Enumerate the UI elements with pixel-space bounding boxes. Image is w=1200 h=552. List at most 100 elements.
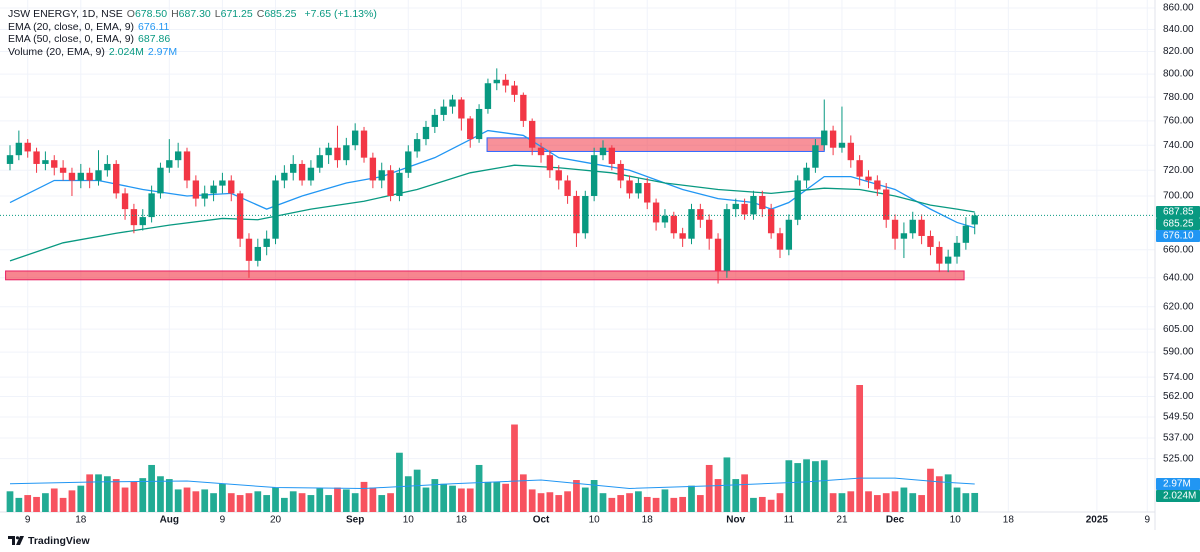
- volume-bar: [909, 493, 917, 512]
- axis-price-tag: [1156, 229, 1200, 242]
- volume-bar: [829, 493, 837, 512]
- candle-body: [635, 183, 642, 194]
- candle-body: [803, 167, 810, 181]
- volume-bar: [396, 452, 403, 512]
- volume-bar: [50, 488, 58, 512]
- volume-bar: [927, 468, 934, 512]
- volume-bar: [626, 493, 633, 512]
- zone: [5, 270, 965, 281]
- candle-body: [679, 233, 686, 239]
- candle-body: [626, 180, 633, 194]
- candle-body: [971, 215, 978, 225]
- volume-bar: [581, 487, 589, 512]
- candle-body: [821, 130, 828, 146]
- candle-body: [405, 151, 412, 173]
- volume-bar: [635, 491, 642, 512]
- y-tick-label: 720.00: [1163, 165, 1194, 176]
- candle-body: [86, 172, 93, 181]
- volume-bar: [201, 489, 209, 512]
- readout: O678.50 H687.30 L671.25 C685.25: [127, 8, 301, 20]
- candle-body: [228, 180, 235, 194]
- volume-bar: [6, 491, 14, 512]
- candle-body: [883, 189, 890, 220]
- candle-body: [467, 118, 474, 140]
- volume-bar: [449, 485, 456, 512]
- x-tick-label: 18: [642, 515, 654, 526]
- y-tick-label: 549.50: [1163, 412, 1194, 423]
- candle-body: [714, 238, 722, 271]
- candle-body: [874, 180, 881, 190]
- candle-body: [183, 151, 191, 181]
- x-tick-label: Aug: [160, 515, 179, 526]
- candle-body: [387, 170, 394, 196]
- candle-body: [750, 195, 757, 215]
- volume-bar: [705, 464, 713, 512]
- candle-body: [794, 180, 801, 220]
- volume-bar: [847, 491, 855, 512]
- candle-body: [573, 195, 580, 234]
- candle-body: [59, 167, 67, 173]
- y-tick-label: 640.00: [1163, 272, 1194, 283]
- volume-bar: [307, 495, 315, 512]
- volume-bar: [254, 491, 262, 512]
- readout-value: 687.30: [178, 8, 211, 20]
- candle-body: [77, 172, 84, 181]
- candle-body: [847, 142, 854, 161]
- volume-bar: [714, 479, 722, 512]
- candle-body: [219, 180, 226, 186]
- volume-bar: [458, 488, 465, 512]
- volume-bar: [404, 476, 412, 512]
- logo: [8, 536, 24, 545]
- volume-bar: [484, 481, 492, 512]
- candle-body: [962, 225, 970, 243]
- volume-bar: [466, 488, 474, 512]
- readout-value: 685.25: [264, 8, 297, 20]
- volume-bar: [68, 490, 76, 512]
- candle-body: [272, 180, 279, 239]
- candle-body: [431, 114, 439, 127]
- legend: JSW ENERGY, 1D, NSE O678.50 H687.30 L671.25…: [8, 8, 381, 58]
- candle-body: [936, 246, 943, 264]
- volume-bar: [608, 497, 616, 512]
- candle-body: [351, 130, 359, 146]
- candle-body: [493, 79, 500, 84]
- volume-bar: [785, 460, 793, 512]
- candle-body: [590, 155, 598, 196]
- candle-body: [378, 170, 385, 181]
- candle-body: [688, 209, 695, 239]
- volume-bar: [741, 474, 748, 512]
- volume-value: 2.024M: [108, 45, 144, 58]
- axis-price-tag-label: 685.25: [1163, 219, 1194, 230]
- candle-body: [812, 145, 819, 168]
- candle-body: [599, 147, 607, 156]
- candle-body: [652, 202, 660, 223]
- volume-bar: [112, 479, 120, 512]
- ema-value: 687.86: [138, 33, 171, 45]
- volume-bar: [900, 487, 908, 512]
- volume-bar: [696, 495, 704, 512]
- volume-bar: [519, 474, 527, 512]
- volume-bar: [121, 487, 129, 512]
- volume-bar: [688, 485, 695, 512]
- volume-bar: [59, 497, 67, 512]
- candle-body: [617, 163, 624, 181]
- x-tick-label: 10: [589, 515, 601, 526]
- volume-bar: [873, 495, 881, 512]
- footer: TradingView: [8, 535, 90, 547]
- volume-bar: [882, 493, 890, 512]
- volume-bar: [351, 493, 359, 512]
- candle-body: [440, 106, 447, 115]
- volume-bar: [281, 497, 288, 512]
- volume-bar: [227, 493, 235, 512]
- readout-key: O: [126, 8, 135, 20]
- symbol-title: JSW ENERGY, 1D, NSE: [8, 8, 123, 20]
- volume-bar: [316, 488, 324, 512]
- volume-bar: [794, 463, 802, 512]
- x-tick-label: 18: [456, 515, 468, 526]
- volume-bar: [838, 493, 846, 512]
- volume-bar: [528, 489, 536, 512]
- candle-body: [201, 193, 208, 199]
- candle-body: [582, 195, 589, 234]
